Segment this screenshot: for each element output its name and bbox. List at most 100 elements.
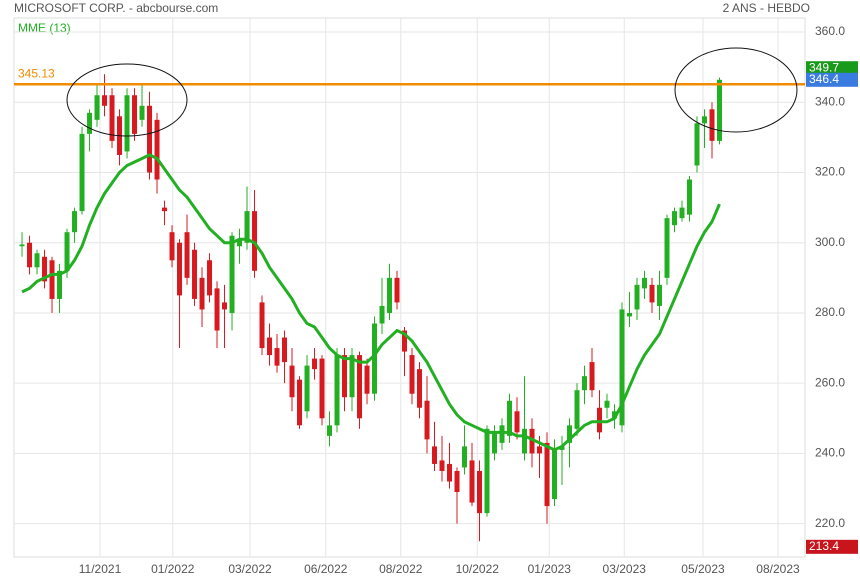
candle-body bbox=[394, 277, 400, 303]
candle-body bbox=[297, 379, 303, 426]
x-tick-label: 08/2023 bbox=[756, 562, 800, 576]
price-tag-label: 349.7 bbox=[809, 60, 839, 74]
candle-body bbox=[147, 105, 153, 173]
candle-body bbox=[627, 312, 633, 317]
candle-body bbox=[184, 232, 190, 278]
candle-body bbox=[334, 355, 340, 426]
candle-body bbox=[439, 460, 445, 471]
x-tick-label: 03/2023 bbox=[603, 562, 647, 576]
y-tick-label: 260.0 bbox=[815, 375, 845, 389]
candle-body bbox=[27, 242, 33, 268]
candle-body bbox=[319, 358, 325, 419]
price-tag bbox=[806, 72, 858, 87]
candle-body bbox=[207, 260, 213, 296]
x-tick-label: 06/2022 bbox=[304, 562, 348, 576]
candle-body bbox=[634, 284, 640, 310]
candle-body bbox=[537, 446, 543, 454]
candle-body bbox=[342, 355, 348, 398]
candle-body bbox=[499, 425, 505, 443]
x-tick-label: 01/2023 bbox=[528, 562, 572, 576]
plot-frame bbox=[13, 17, 806, 558]
candle-body bbox=[162, 207, 168, 212]
candle-body bbox=[702, 116, 708, 124]
candle-body bbox=[522, 428, 528, 454]
candle-body bbox=[469, 460, 475, 503]
candle-body bbox=[124, 95, 130, 152]
candle-body bbox=[529, 428, 535, 454]
candle-body bbox=[169, 232, 175, 261]
candle-body bbox=[507, 400, 513, 436]
candle-body bbox=[454, 470, 460, 493]
x-tick-label: 08/2022 bbox=[379, 562, 423, 576]
candle-body bbox=[192, 249, 198, 299]
candle-body bbox=[687, 179, 693, 215]
candle-body bbox=[372, 323, 378, 394]
candle-body bbox=[417, 369, 423, 408]
candle-body bbox=[492, 432, 498, 454]
candle-body bbox=[139, 105, 145, 120]
candle-body bbox=[604, 400, 610, 408]
annotation-circle bbox=[674, 47, 798, 133]
x-tick-label: 11/2021 bbox=[79, 562, 122, 576]
y-tick-label: 220.0 bbox=[815, 516, 845, 530]
grid bbox=[14, 18, 805, 557]
candle-body bbox=[402, 330, 408, 352]
y-tick-label: 340.0 bbox=[815, 94, 845, 108]
candle-body bbox=[447, 463, 453, 482]
candle-body bbox=[582, 376, 588, 391]
y-tick-label: 360.0 bbox=[815, 24, 845, 38]
candle-body bbox=[102, 95, 108, 106]
candle-body bbox=[94, 95, 100, 120]
price-tag-label: 346.4 bbox=[809, 72, 839, 86]
y-tick-label: 320.0 bbox=[815, 165, 845, 179]
price-tag-label: 213.4 bbox=[809, 539, 839, 553]
candle-body bbox=[109, 95, 115, 141]
candle-body bbox=[679, 207, 685, 219]
candle-body bbox=[544, 442, 550, 507]
y-tick-label: 280.0 bbox=[815, 305, 845, 319]
candle-body bbox=[589, 362, 595, 391]
y-tick-label: 240.0 bbox=[815, 446, 845, 460]
candle-body bbox=[57, 270, 63, 299]
candle-body bbox=[657, 284, 663, 306]
candle-body bbox=[649, 284, 655, 303]
candle-body bbox=[709, 109, 715, 141]
candle-body bbox=[462, 446, 468, 468]
candle-body bbox=[642, 277, 648, 289]
price-tag bbox=[806, 61, 858, 76]
candle-body bbox=[154, 119, 160, 180]
period-label: 2 ANS - HEBDO bbox=[723, 1, 810, 15]
candle-body bbox=[424, 400, 430, 440]
candle-body bbox=[229, 235, 235, 313]
ema-line bbox=[21, 153, 721, 452]
candle-body bbox=[717, 79, 723, 141]
candle-body bbox=[72, 211, 78, 233]
candle-body bbox=[477, 470, 483, 514]
candle-body bbox=[672, 211, 678, 226]
candle-body bbox=[252, 211, 258, 271]
candle-body bbox=[304, 365, 310, 412]
candle-body bbox=[432, 446, 438, 464]
candle-body bbox=[559, 446, 565, 450]
candle-body bbox=[289, 365, 295, 398]
candle-body bbox=[79, 133, 85, 212]
candle-body bbox=[327, 425, 333, 436]
candle-body bbox=[552, 449, 558, 500]
candle-body bbox=[132, 95, 138, 134]
candle-body bbox=[199, 277, 205, 310]
candle-body bbox=[267, 337, 273, 356]
candle-body bbox=[664, 218, 670, 278]
candle-body bbox=[214, 288, 220, 331]
x-tick-label: 01/2022 bbox=[151, 562, 195, 576]
candle-body bbox=[612, 411, 618, 419]
candle-body bbox=[349, 355, 355, 398]
candle-body bbox=[64, 232, 70, 271]
candle-body bbox=[567, 425, 573, 443]
candle-body bbox=[379, 305, 385, 324]
candle-body bbox=[694, 123, 700, 166]
candle-body bbox=[312, 358, 318, 370]
price-tag bbox=[806, 539, 858, 554]
candle-body bbox=[237, 239, 243, 247]
candle-body bbox=[34, 253, 40, 268]
candle-body bbox=[49, 260, 55, 299]
